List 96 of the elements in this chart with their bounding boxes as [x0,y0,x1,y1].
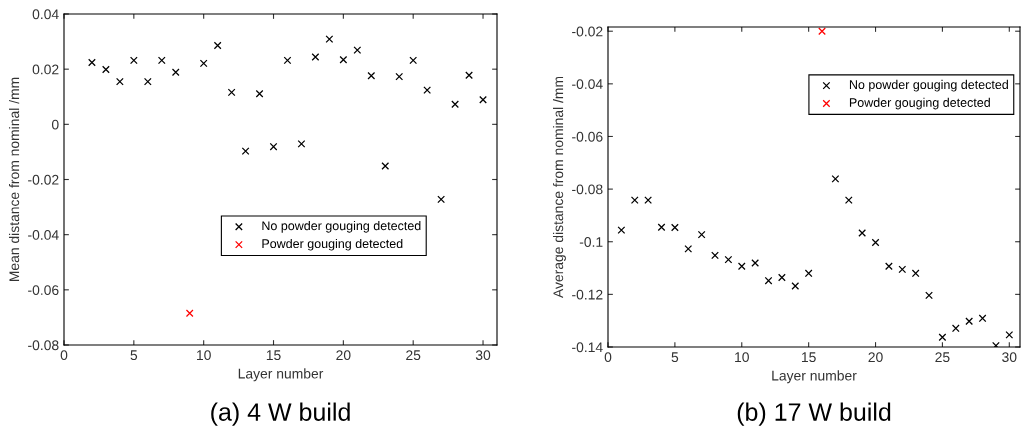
x-tick-label: 15 [801,352,816,363]
y-tick-label: 0.02 [32,64,59,75]
text: (b) 17 W build [737,402,891,426]
y-tick-label: -0.04 [572,79,603,90]
legend-label: Powder gouging detected [849,97,990,110]
point [395,72,404,81]
y-tick-label: -0.02 [28,174,59,185]
point [283,56,292,65]
point [129,56,138,65]
point [227,88,236,97]
x-tick-label: 25 [935,352,950,363]
point [1005,331,1014,339]
point [311,53,320,61]
x-tick-label: 25 [406,350,421,361]
point [297,140,306,148]
point [871,238,880,247]
point [831,174,840,183]
point [630,196,639,205]
x-tick-label: 0 [60,350,68,361]
point [885,262,893,271]
x-tick-label: 0 [604,352,612,363]
point [858,229,867,237]
point [737,262,746,271]
point [644,196,653,205]
y-tick-label: -0.06 [28,285,59,295]
x-tick-label: 5 [671,352,679,363]
point [938,333,947,342]
point [925,291,933,300]
point [697,230,706,239]
y-tick-label: 0.04 [32,9,59,20]
point [325,35,334,43]
point [423,86,432,95]
point [102,65,110,74]
y-tick-label: 0 [51,119,59,130]
point [437,195,446,204]
x-tick-label: 10 [197,350,211,361]
y-tick-label: -0.12 [572,289,603,300]
y-tick-label: -0.04 [28,230,59,240]
point [951,324,960,333]
x-tick-label: 30 [1002,352,1017,363]
point [764,276,773,285]
point [818,27,826,36]
x-tick-label: 30 [475,350,491,361]
point [465,71,473,80]
point [157,56,166,65]
x-tick-label: 20 [868,352,883,363]
y-tick-label: -0.02 [572,26,603,37]
point [115,77,124,86]
x-tick-label: 5 [130,350,138,361]
point [171,68,180,77]
point [711,251,719,260]
x-axis-title: Layer number [238,368,324,382]
legend-label: Powder gouging detected [262,238,403,251]
point [724,255,733,264]
y-axis-title: Mean distance from nominal /mm [8,77,20,282]
point [657,223,666,232]
point [844,196,853,205]
point [451,100,459,109]
point [791,282,800,290]
y-axis-title: Average distance from nominal /mm [552,76,566,298]
x-axis-title: Layer number [772,370,857,384]
point [367,71,376,80]
y-tick-label: -0.08 [572,184,603,195]
y-tick-label: -0.06 [572,131,603,142]
point [684,244,693,253]
point [339,55,348,64]
text: (a) 4 W build [211,402,350,426]
point [353,46,362,55]
point [381,162,390,170]
point [911,269,920,278]
x-tick-label: 20 [336,350,351,361]
x-tick-label: 10 [735,352,749,363]
point [751,259,760,267]
point [778,273,786,282]
point [241,147,250,155]
point [965,317,974,326]
point [617,226,626,235]
point [409,56,418,65]
legend-label: No powder gouging detected [849,79,1008,92]
point [898,265,907,274]
point [255,89,264,98]
point [213,41,222,50]
point [143,77,152,86]
point [269,142,278,151]
point [479,95,487,104]
point [671,223,679,232]
y-tick-label: -0.14 [572,342,603,353]
point [185,309,194,318]
point [804,269,813,278]
point [88,58,96,67]
point [978,314,987,323]
y-tick-label: -0.08 [28,340,59,351]
legend-label: No powder gouging detected [262,220,421,233]
y-tick-label: -0.1 [579,237,603,247]
x-tick-label: 15 [266,350,281,361]
point [199,59,208,68]
